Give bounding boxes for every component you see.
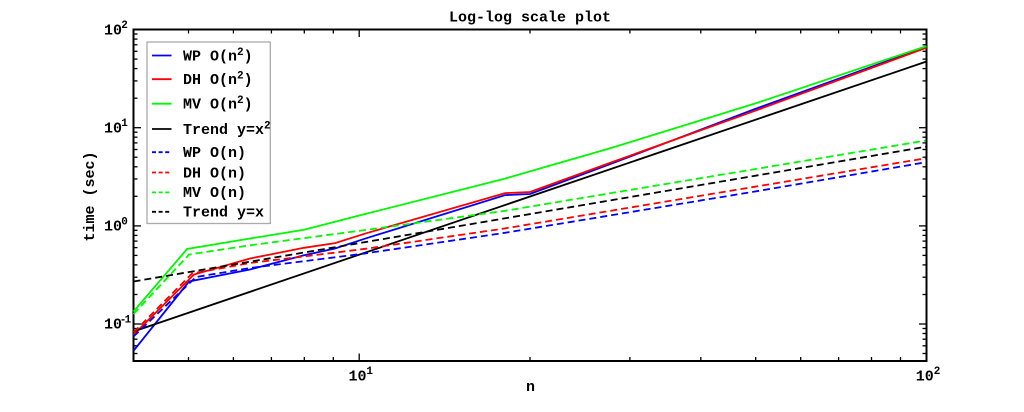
svg-text:2: 2 bbox=[264, 120, 271, 132]
svg-text:1: 1 bbox=[121, 118, 128, 130]
svg-text:10: 10 bbox=[104, 22, 122, 39]
svg-text:): ) bbox=[244, 72, 253, 89]
svg-text:2: 2 bbox=[121, 20, 128, 32]
svg-text:WP O(n: WP O(n bbox=[183, 48, 237, 65]
svg-text:1: 1 bbox=[366, 366, 373, 378]
svg-text:1: 1 bbox=[125, 315, 132, 327]
svg-text:Log-log scale plot: Log-log scale plot bbox=[449, 10, 611, 27]
svg-text:Trend y=x: Trend y=x bbox=[183, 205, 264, 222]
svg-text:10: 10 bbox=[104, 120, 122, 137]
svg-text:-: - bbox=[120, 315, 127, 327]
svg-text:): ) bbox=[244, 48, 253, 65]
svg-text:2: 2 bbox=[237, 47, 244, 59]
svg-text:10: 10 bbox=[104, 317, 122, 334]
svg-text:10: 10 bbox=[349, 369, 367, 386]
svg-text:2: 2 bbox=[934, 366, 941, 378]
svg-text:DH O(n: DH O(n bbox=[183, 72, 237, 89]
svg-text:10: 10 bbox=[916, 369, 934, 386]
svg-text:n: n bbox=[526, 379, 535, 396]
svg-text:MV O(n): MV O(n) bbox=[183, 185, 246, 202]
svg-text:Trend y=x: Trend y=x bbox=[183, 122, 264, 139]
svg-text:time (sec): time (sec) bbox=[82, 151, 99, 241]
svg-text:MV O(n: MV O(n bbox=[183, 97, 237, 114]
svg-text:WP O(n): WP O(n) bbox=[183, 145, 246, 162]
svg-text:0: 0 bbox=[121, 216, 128, 228]
svg-text:10: 10 bbox=[104, 219, 122, 236]
svg-text:2: 2 bbox=[237, 71, 244, 83]
svg-text:2: 2 bbox=[237, 95, 244, 107]
svg-text:DH O(n): DH O(n) bbox=[183, 165, 246, 182]
svg-text:): ) bbox=[244, 97, 253, 114]
